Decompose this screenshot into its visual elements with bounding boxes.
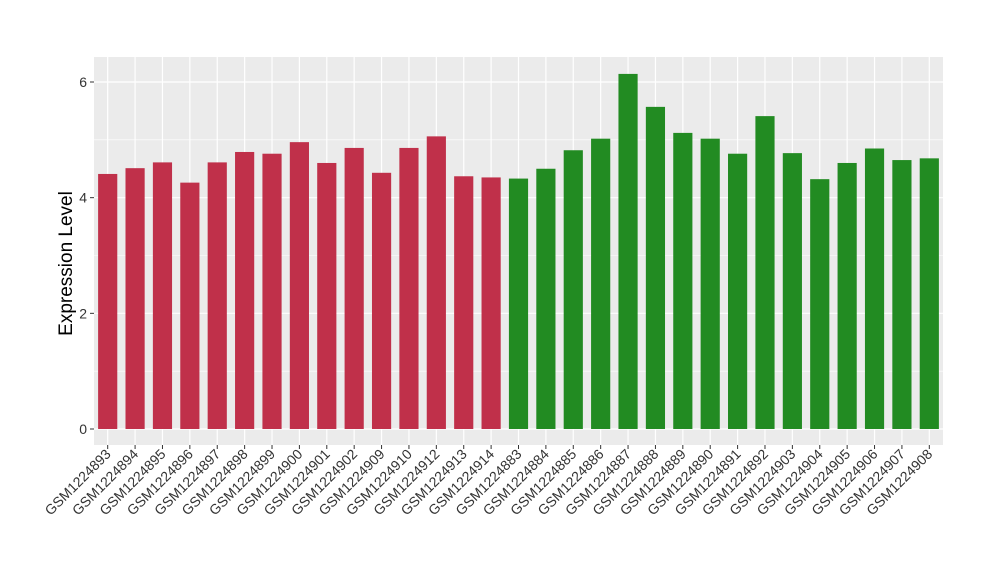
bar-GSM1224912 <box>426 136 446 429</box>
bar-GSM1224889 <box>673 132 693 430</box>
y-axis: 0 2 4 6 <box>79 74 94 437</box>
bar-GSM1224896 <box>180 182 200 429</box>
bars <box>98 73 939 430</box>
bar-GSM1224905 <box>837 162 857 429</box>
y-axis-label: Expression Level <box>56 191 77 336</box>
bar-GSM1224914 <box>481 177 501 429</box>
bar-GSM1224894 <box>125 168 145 429</box>
bar-GSM1224910 <box>399 147 419 429</box>
bar-GSM1224890 <box>700 138 720 429</box>
bar-GSM1224913 <box>454 176 474 429</box>
bar-GSM1224893 <box>98 173 118 429</box>
bar-GSM1224908 <box>919 158 939 429</box>
bar-GSM1224909 <box>371 172 392 429</box>
bar-GSM1224885 <box>563 150 583 429</box>
y-tick-label: 6 <box>79 74 87 90</box>
bar-GSM1224899 <box>262 153 282 430</box>
bar-GSM1224895 <box>152 162 173 429</box>
y-tick-label: 2 <box>79 305 87 321</box>
y-tick-label: 4 <box>79 190 87 206</box>
x-axis: GSM1224893GSM1224894GSM1224895GSM1224896… <box>41 445 936 518</box>
bar-GSM1224904 <box>810 179 830 429</box>
bar-GSM1224898 <box>235 151 255 429</box>
y-tick-label: 0 <box>79 421 87 437</box>
bar-GSM1224907 <box>892 160 912 429</box>
bar-GSM1224884 <box>536 168 556 429</box>
bar-GSM1224887 <box>618 73 638 430</box>
bar-GSM1224886 <box>591 138 611 429</box>
bar-GSM1224897 <box>207 162 227 429</box>
bar-GSM1224900 <box>289 142 309 429</box>
bar-GSM1224903 <box>782 153 802 429</box>
bar-GSM1224883 <box>508 178 529 429</box>
bar-GSM1224888 <box>645 106 666 429</box>
bar-GSM1224891 <box>728 153 748 430</box>
bar-GSM1224892 <box>755 116 775 429</box>
bar-GSM1224901 <box>317 162 337 429</box>
bar-GSM1224906 <box>864 148 885 429</box>
bar-GSM1224902 <box>344 147 364 429</box>
